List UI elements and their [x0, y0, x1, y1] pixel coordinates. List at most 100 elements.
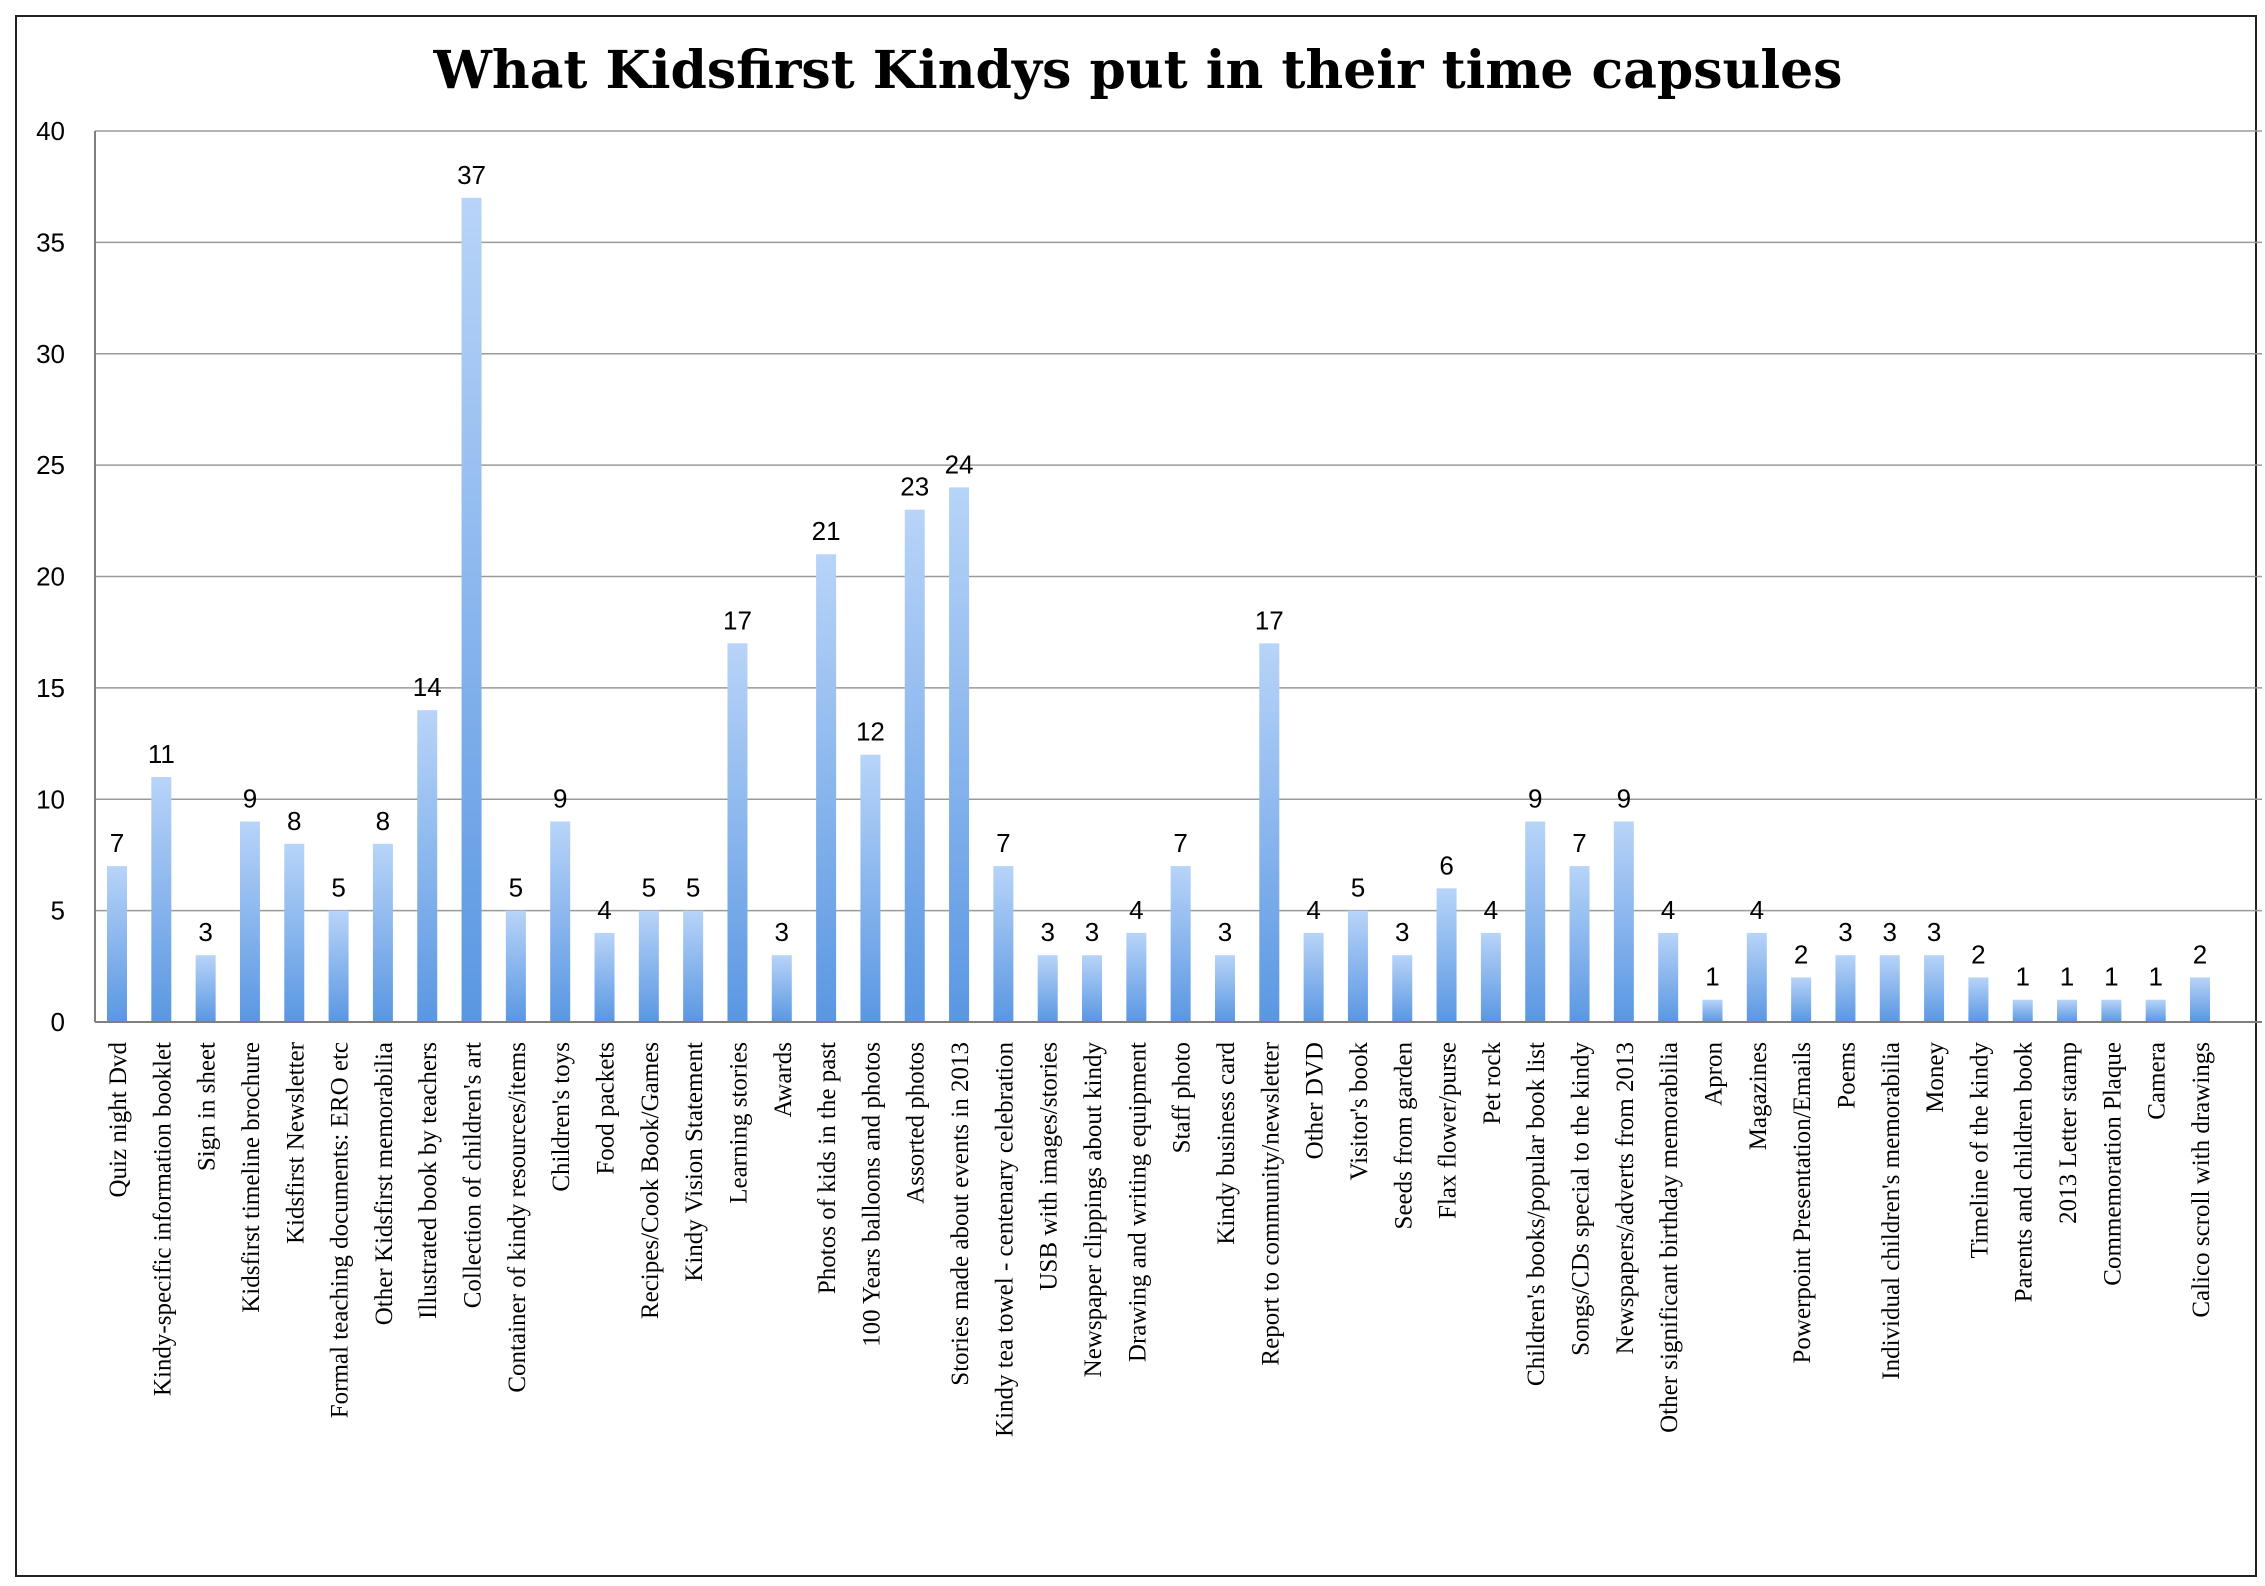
data-label: 8	[376, 806, 390, 836]
x-tick-label: Photos of kids in the past	[814, 1042, 841, 1294]
data-label: 1	[2104, 962, 2118, 992]
x-tick-label: Timeline of the kindy	[1966, 1042, 1993, 1259]
bar	[594, 932, 615, 1022]
y-tick-label: 20	[36, 562, 65, 592]
x-tick-label: Stories made about events in 2013	[947, 1042, 974, 1386]
data-label: 3	[1838, 917, 1852, 947]
bar	[1037, 955, 1058, 1022]
bar	[1924, 955, 1945, 1022]
x-tick-label: USB with images/stories	[1036, 1042, 1063, 1291]
bar	[417, 710, 438, 1022]
data-label: 2	[1794, 939, 1808, 969]
data-label: 11	[148, 739, 175, 769]
x-tick-label: Kindy business card	[1213, 1042, 1240, 1245]
data-label: 3	[1040, 917, 1054, 947]
x-tick-label: 100 Years balloons and photos	[858, 1042, 885, 1347]
bar	[550, 821, 571, 1022]
data-label: 5	[1351, 873, 1365, 903]
x-axis-labels: Quiz night Dvd Kindy-specific information…	[105, 1041, 2215, 1437]
x-tick-label: Calico scroll with drawings	[2188, 1042, 2215, 1318]
x-tick-label: Staff photo	[1169, 1042, 1196, 1153]
bar	[1879, 955, 1900, 1022]
x-tick-label: Learning stories	[725, 1042, 752, 1204]
bar	[683, 910, 704, 1022]
bar	[860, 754, 881, 1022]
bar	[771, 955, 792, 1022]
x-tick-label: Assorted photos	[903, 1042, 930, 1204]
bar	[1082, 955, 1103, 1022]
bar	[1746, 932, 1767, 1022]
x-tick-label: Recipes/Cook Book/Games	[637, 1042, 664, 1319]
data-label: 37	[457, 160, 486, 190]
x-tick-label: Pet rock	[1479, 1042, 1506, 1125]
x-tick-label: Songs/CDs special to the kindy	[1568, 1042, 1595, 1356]
bar	[1658, 932, 1679, 1022]
data-label: 4	[1661, 895, 1675, 925]
data-label: 6	[1439, 850, 1453, 880]
bar	[239, 821, 260, 1022]
bar	[1392, 955, 1413, 1022]
bar	[1436, 888, 1457, 1022]
data-label: 4	[1750, 895, 1764, 925]
data-label: 5	[331, 873, 345, 903]
data-label: 17	[723, 605, 752, 635]
bar	[1347, 910, 1368, 1022]
data-label: 1	[2060, 962, 2074, 992]
data-label: 4	[1129, 895, 1143, 925]
y-tick-label: 10	[36, 784, 65, 814]
bar	[1126, 932, 1147, 1022]
bar	[1170, 866, 1191, 1022]
bar	[1791, 977, 1812, 1022]
x-tick-label: Magazines	[1745, 1042, 1772, 1150]
x-tick-label: Commemoration Plaque	[2099, 1042, 2126, 1286]
bar	[1525, 821, 1546, 1022]
bar	[2012, 999, 2033, 1022]
bar	[1835, 955, 1856, 1022]
bar	[461, 197, 482, 1022]
bar	[151, 776, 172, 1022]
y-tick-label: 35	[36, 227, 65, 257]
x-tick-label: Container of kindy resources/items	[504, 1042, 531, 1393]
x-tick-label: Sign in sheet	[194, 1042, 221, 1171]
bar	[2190, 977, 2210, 1022]
bar	[195, 955, 216, 1022]
x-tick-label: Individual children's memorabilia	[1878, 1042, 1905, 1380]
data-label: 4	[597, 895, 611, 925]
data-label: 9	[1528, 784, 1542, 814]
data-label: 2	[1971, 939, 1985, 969]
data-label: 3	[1085, 917, 1099, 947]
data-label: 23	[900, 472, 929, 502]
data-label: 9	[243, 784, 257, 814]
data-label: 5	[509, 873, 523, 903]
data-label: 9	[553, 784, 567, 814]
data-label: 21	[812, 516, 841, 546]
data-label: 3	[1395, 917, 1409, 947]
y-tick-label: 40	[36, 116, 65, 146]
x-tick-label: Awards	[770, 1042, 797, 1117]
bar	[1613, 821, 1634, 1022]
x-tick-label: Report to community/newsletter	[1257, 1041, 1284, 1365]
x-tick-label: Collection of children's art	[460, 1042, 487, 1308]
bar	[284, 843, 305, 1022]
chart-border	[15, 15, 2257, 1577]
bar	[1214, 955, 1235, 1022]
bar	[1259, 643, 1280, 1022]
data-label: 4	[1484, 895, 1498, 925]
bar	[816, 554, 837, 1022]
chart-title: What Kidsfirst Kindys put in their time …	[433, 40, 1843, 101]
x-tick-label: Other Kidsfirst memorabilia	[371, 1042, 398, 1325]
x-tick-label: Parents and children book	[2011, 1042, 2038, 1303]
x-tick-label: Other significant birthday memorabilia	[1656, 1042, 1683, 1433]
bar	[638, 910, 659, 1022]
bar	[107, 866, 127, 1022]
bar	[1569, 866, 1590, 1022]
y-tick-label: 5	[51, 896, 65, 926]
y-tick-label: 25	[36, 450, 65, 480]
x-tick-label: Money	[1922, 1042, 1949, 1113]
bar	[2145, 999, 2166, 1022]
bar	[904, 509, 925, 1022]
x-tick-label: Kindy-specific information booklet	[149, 1042, 176, 1396]
data-label: 2	[2193, 939, 2207, 969]
